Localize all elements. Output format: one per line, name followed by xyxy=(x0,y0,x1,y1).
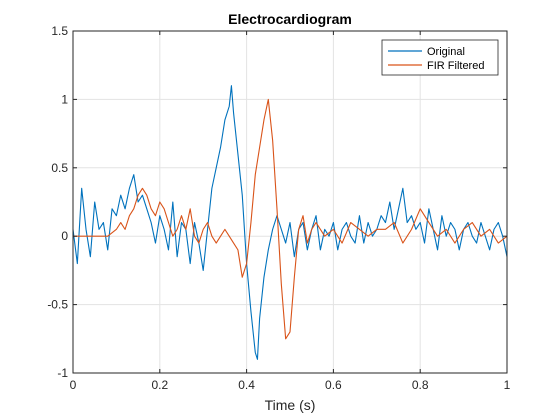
ticks: 0 0.2 0.4 0.6 0.8 1 -1 -0.5 0 0.5 1 1.5 xyxy=(47,24,510,392)
x-tick-label: 0.4 xyxy=(238,378,255,392)
x-tick-label: 0.8 xyxy=(412,378,429,392)
plot-background xyxy=(73,31,507,373)
y-tick-label: -1 xyxy=(57,366,68,380)
y-tick-label: 1.5 xyxy=(51,24,68,38)
y-tick-label: -0.5 xyxy=(47,298,68,312)
series-line-fir-filtered xyxy=(73,98,508,340)
legend-box xyxy=(381,39,499,76)
y-tick-label: 0 xyxy=(61,229,68,243)
x-axis-label: Time (s) xyxy=(265,397,316,413)
y-tick-label: 0.5 xyxy=(51,161,68,175)
x-tick-label: 1 xyxy=(504,378,511,392)
x-tick-label: 0.6 xyxy=(325,378,342,392)
x-tick-label: 0.2 xyxy=(151,378,168,392)
legend: Original FIR Filtered xyxy=(381,39,499,76)
y-tick-label: 1 xyxy=(61,92,68,106)
legend-label-fir-filtered: FIR Filtered xyxy=(427,60,484,72)
plot-frame xyxy=(72,30,508,374)
chart-title: Electrocardiogram xyxy=(228,11,352,27)
series-layer xyxy=(72,85,508,360)
x-tick-label: 0 xyxy=(70,378,77,392)
legend-label-original: Original xyxy=(427,46,465,58)
